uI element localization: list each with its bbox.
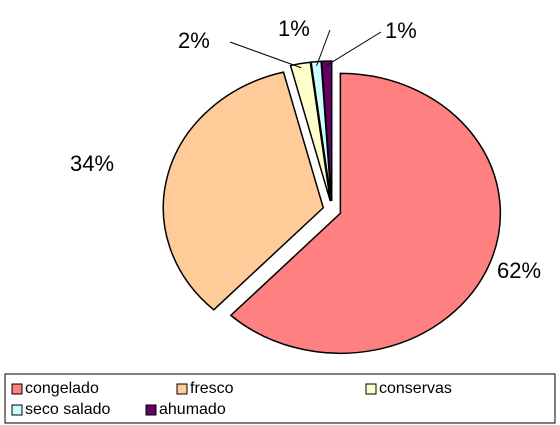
legend-box — [4, 373, 556, 424]
legend-swatch — [176, 383, 188, 395]
leader-line — [326, 31, 382, 66]
legend-swatch — [11, 383, 23, 395]
pie-slice — [229, 72, 502, 355]
data-label: 1% — [278, 16, 310, 41]
legend-label: conservas — [379, 380, 452, 397]
data-label: 2% — [178, 28, 210, 53]
legend-swatch — [11, 404, 23, 416]
data-label: 1% — [385, 18, 417, 43]
pie-slice — [289, 61, 332, 202]
leader-line — [229, 41, 302, 69]
leader-line — [316, 29, 331, 67]
legend-label: fresco — [190, 380, 234, 397]
pie-slice — [162, 71, 325, 311]
data-label: 62% — [497, 258, 541, 283]
pie-slice — [320, 60, 333, 202]
legend-label: congelado — [25, 380, 99, 397]
legend-label: seco salado — [25, 401, 110, 418]
legend-swatch — [145, 404, 157, 416]
legend-label: ahumado — [159, 401, 226, 418]
data-label: 34% — [70, 151, 114, 176]
legend-swatch — [365, 383, 377, 395]
